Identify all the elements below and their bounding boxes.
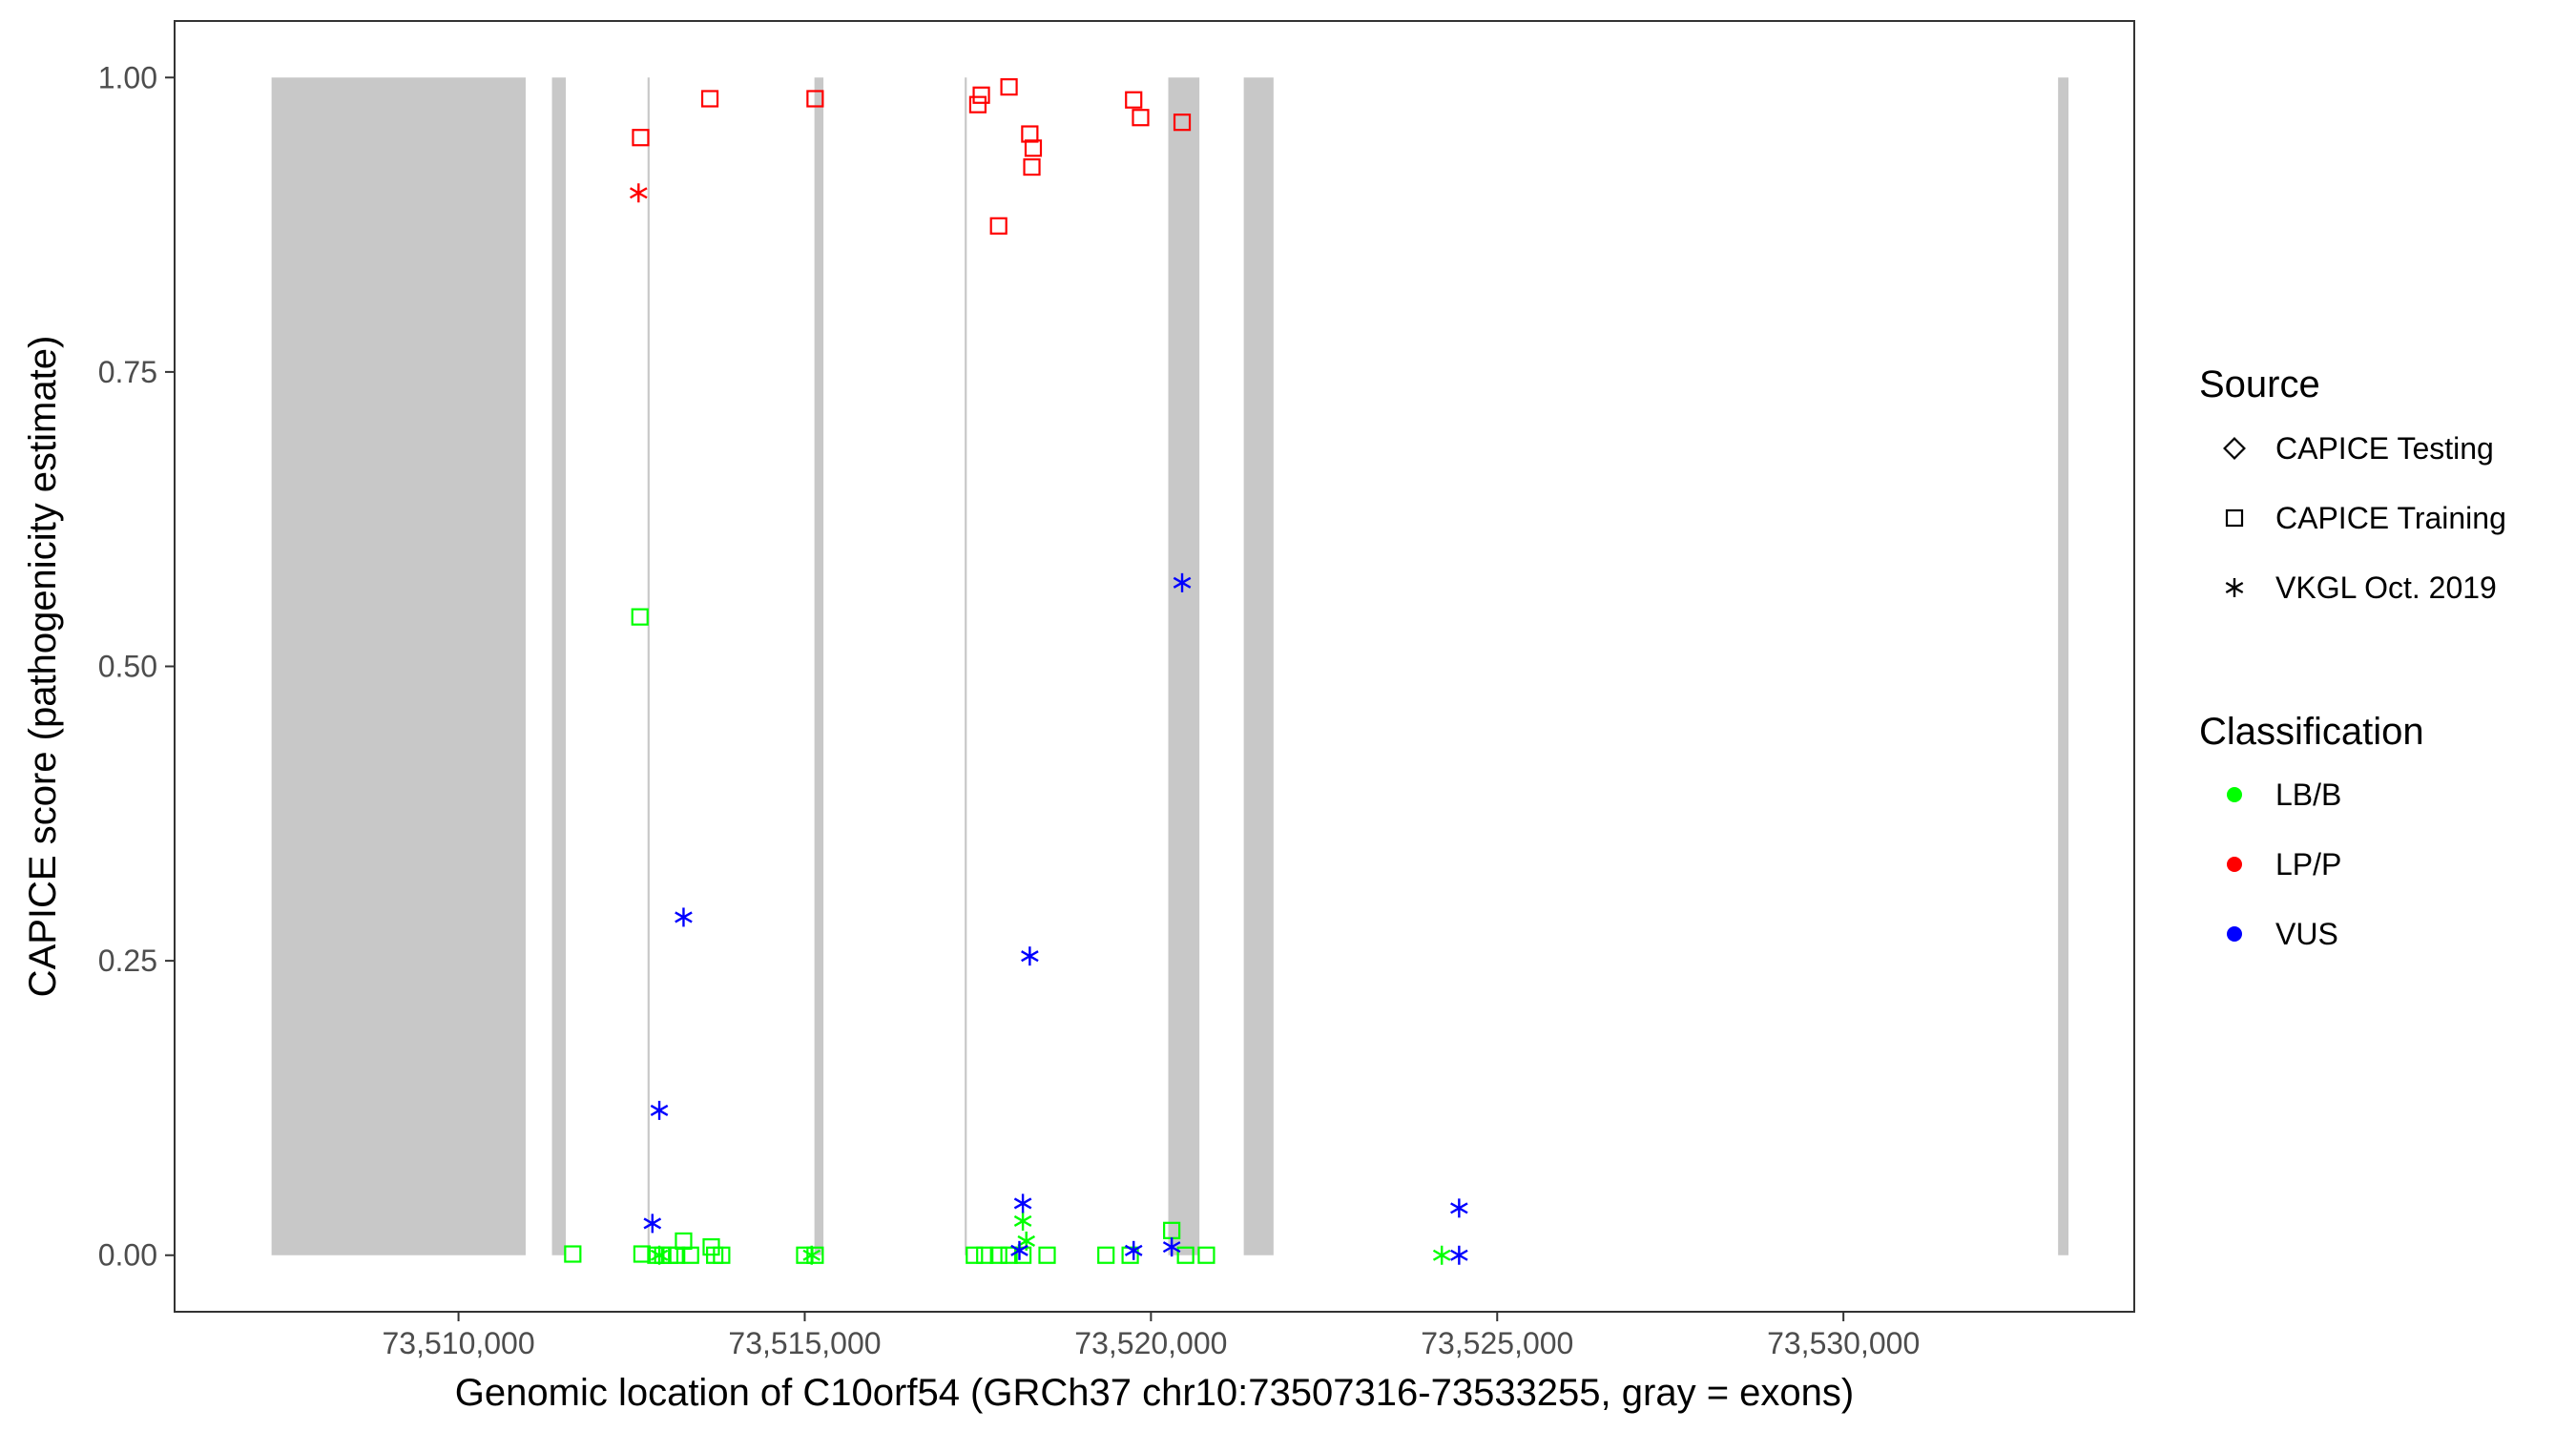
- data-point: [1000, 1246, 1018, 1264]
- exon-band: [965, 77, 967, 1255]
- legend-class-label: LP/P: [2275, 847, 2341, 881]
- data-point: [632, 129, 650, 147]
- data-point: [1125, 91, 1143, 109]
- data-point: [1038, 1246, 1056, 1264]
- data-point: [1010, 1240, 1028, 1260]
- legend-classification-items: LB/B LP/P VUS: [2227, 778, 2341, 951]
- x-tick-label: 73,515,000: [728, 1326, 881, 1360]
- data-point: [1450, 1198, 1468, 1218]
- exon-band: [271, 77, 526, 1255]
- legend-source-item: CAPICE Training: [2225, 501, 2506, 535]
- data-point: [1021, 946, 1039, 966]
- legend: Source CAPICE Testing CAPICE Training VKGL…: [2199, 363, 2506, 951]
- legend-source-label: CAPICE Testing: [2275, 431, 2494, 466]
- x-tick-label: 73,520,000: [1074, 1326, 1227, 1360]
- legend-asterisk-icon: [2225, 578, 2244, 597]
- y-tick-label: 0.50: [98, 650, 157, 684]
- data-point: [989, 1246, 1008, 1264]
- legend-square-icon: [2225, 508, 2244, 528]
- x-tick-label: 73,525,000: [1421, 1326, 1573, 1360]
- y-tick-label: 1.00: [98, 60, 157, 94]
- data-point: [1000, 78, 1018, 96]
- data-point: [1132, 109, 1150, 127]
- data-point: [806, 1246, 824, 1264]
- data-point: [631, 608, 649, 626]
- exon-band: [551, 77, 567, 1255]
- data-point: [1021, 125, 1039, 143]
- legend-source-item: VKGL Oct. 2019: [2225, 570, 2497, 605]
- x-tick-label: 73,510,000: [382, 1326, 534, 1360]
- y-axis: 0.00 0.25 0.50 0.75 1.00: [98, 60, 175, 1273]
- data-point: [1124, 1240, 1143, 1260]
- legend-classification-title: Classification: [2199, 711, 2424, 753]
- legend-source-label: CAPICE Training: [2275, 501, 2506, 535]
- legend-dot-icon: [2227, 926, 2242, 942]
- data-point: [806, 90, 824, 108]
- exon-band: [1168, 77, 1200, 1255]
- legend-dot-icon: [2227, 857, 2242, 872]
- data-point: [564, 1245, 582, 1263]
- y-tick-label: 0.00: [98, 1238, 157, 1273]
- legend-class-label: VUS: [2275, 917, 2338, 951]
- data-point: [650, 1245, 669, 1265]
- data-point: [713, 1246, 731, 1264]
- y-tick-label: 0.25: [98, 944, 157, 978]
- legend-class-label: LB/B: [2275, 778, 2341, 812]
- data-point: [802, 1245, 821, 1265]
- exon-band: [1243, 77, 1274, 1255]
- data-point: [989, 217, 1008, 235]
- legend-source-items: CAPICE Testing CAPICE Training VKGL Oct. 2…: [2223, 431, 2506, 605]
- legend-class-item: LP/P: [2227, 847, 2341, 881]
- points-layer: [564, 78, 1468, 1265]
- data-point: [1173, 114, 1192, 132]
- data-point: [675, 907, 693, 927]
- data-point: [966, 1246, 984, 1264]
- data-point: [1432, 1245, 1451, 1265]
- data-point: [633, 1245, 652, 1263]
- data-point: [1176, 1246, 1195, 1264]
- data-point: [1023, 157, 1041, 176]
- data-point: [1162, 1237, 1181, 1257]
- data-point: [976, 1246, 994, 1264]
- data-point: [968, 95, 987, 114]
- x-tick-label: 73,530,000: [1767, 1326, 1920, 1360]
- data-point: [643, 1213, 662, 1234]
- legend-diamond-icon: [2223, 437, 2246, 460]
- exons-layer: [271, 77, 2069, 1255]
- legend-source-item: CAPICE Testing: [2223, 431, 2494, 466]
- exon-band: [814, 77, 824, 1255]
- y-axis-label: CAPICE score (pathogenicity estimate): [22, 336, 64, 998]
- x-axis: 73,510,000 73,515,000 73,520,000 73,525,000…: [382, 1312, 1920, 1360]
- data-point: [1013, 1193, 1032, 1213]
- exon-band: [2058, 77, 2069, 1255]
- legend-class-item: LB/B: [2227, 778, 2341, 812]
- data-point: [1024, 139, 1043, 157]
- x-axis-label: Genomic location of C10orf54 (GRCh37 chr…: [455, 1372, 1854, 1414]
- data-point: [681, 1246, 699, 1264]
- legend-dot-icon: [2227, 787, 2242, 802]
- data-point: [1013, 1211, 1032, 1231]
- data-point: [700, 90, 719, 108]
- y-tick-label: 0.75: [98, 355, 157, 389]
- data-point: [1173, 572, 1192, 592]
- data-point: [650, 1100, 669, 1120]
- legend-class-item: VUS: [2227, 917, 2338, 951]
- data-point: [972, 86, 990, 104]
- exon-band: [647, 77, 650, 1255]
- data-point: [1450, 1245, 1468, 1265]
- data-point: [1197, 1246, 1215, 1264]
- legend-source-label: VKGL Oct. 2019: [2275, 570, 2497, 605]
- legend-source-title: Source: [2199, 363, 2320, 405]
- data-point: [629, 183, 648, 203]
- data-point: [1097, 1246, 1115, 1264]
